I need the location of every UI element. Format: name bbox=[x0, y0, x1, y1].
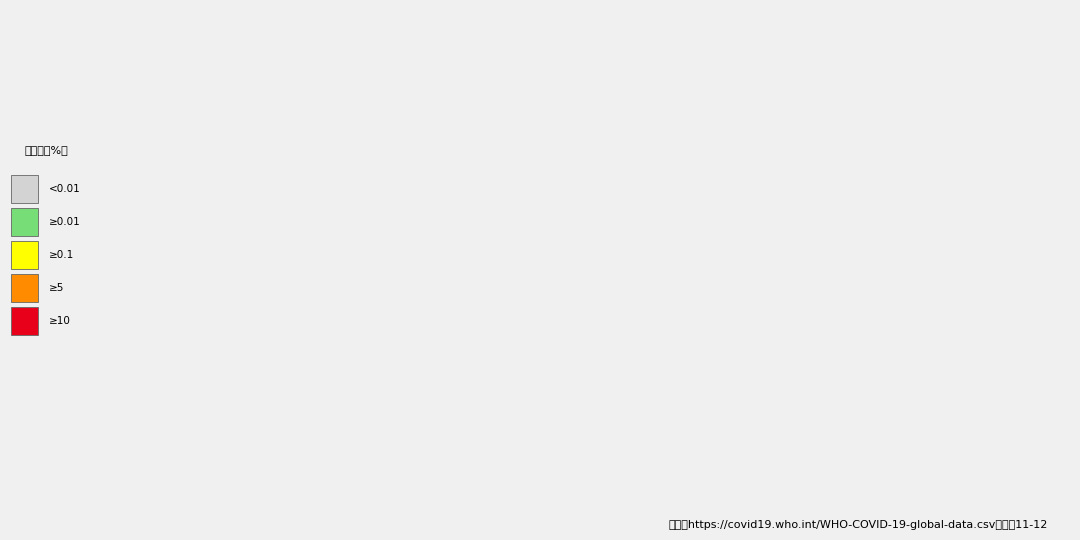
FancyBboxPatch shape bbox=[11, 274, 38, 302]
Text: ≥10: ≥10 bbox=[49, 316, 70, 326]
FancyBboxPatch shape bbox=[11, 208, 38, 236]
FancyBboxPatch shape bbox=[11, 241, 38, 269]
Text: <0.01: <0.01 bbox=[49, 184, 80, 194]
Text: 发病率（%）: 发病率（%） bbox=[25, 145, 68, 155]
Text: ≥5: ≥5 bbox=[49, 283, 64, 293]
Text: ≥0.01: ≥0.01 bbox=[49, 217, 80, 227]
FancyBboxPatch shape bbox=[11, 175, 38, 203]
FancyBboxPatch shape bbox=[11, 307, 38, 335]
Text: 网址：https://covid19.who.int/WHO-COVID-19-global-data.csv，截至11-12: 网址：https://covid19.who.int/WHO-COVID-19-… bbox=[669, 521, 1048, 530]
Text: ≥0.1: ≥0.1 bbox=[49, 250, 73, 260]
